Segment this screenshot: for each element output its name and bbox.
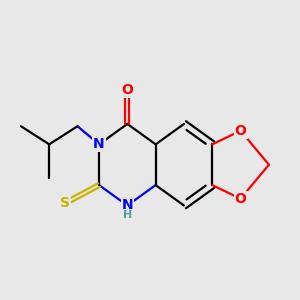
Text: N: N (122, 199, 133, 212)
Text: H: H (123, 210, 132, 220)
Text: O: O (235, 192, 247, 206)
Text: O: O (235, 124, 247, 138)
Text: N: N (122, 199, 133, 212)
Text: O: O (122, 83, 133, 97)
Text: S: S (60, 196, 70, 210)
Text: N: N (93, 137, 105, 151)
